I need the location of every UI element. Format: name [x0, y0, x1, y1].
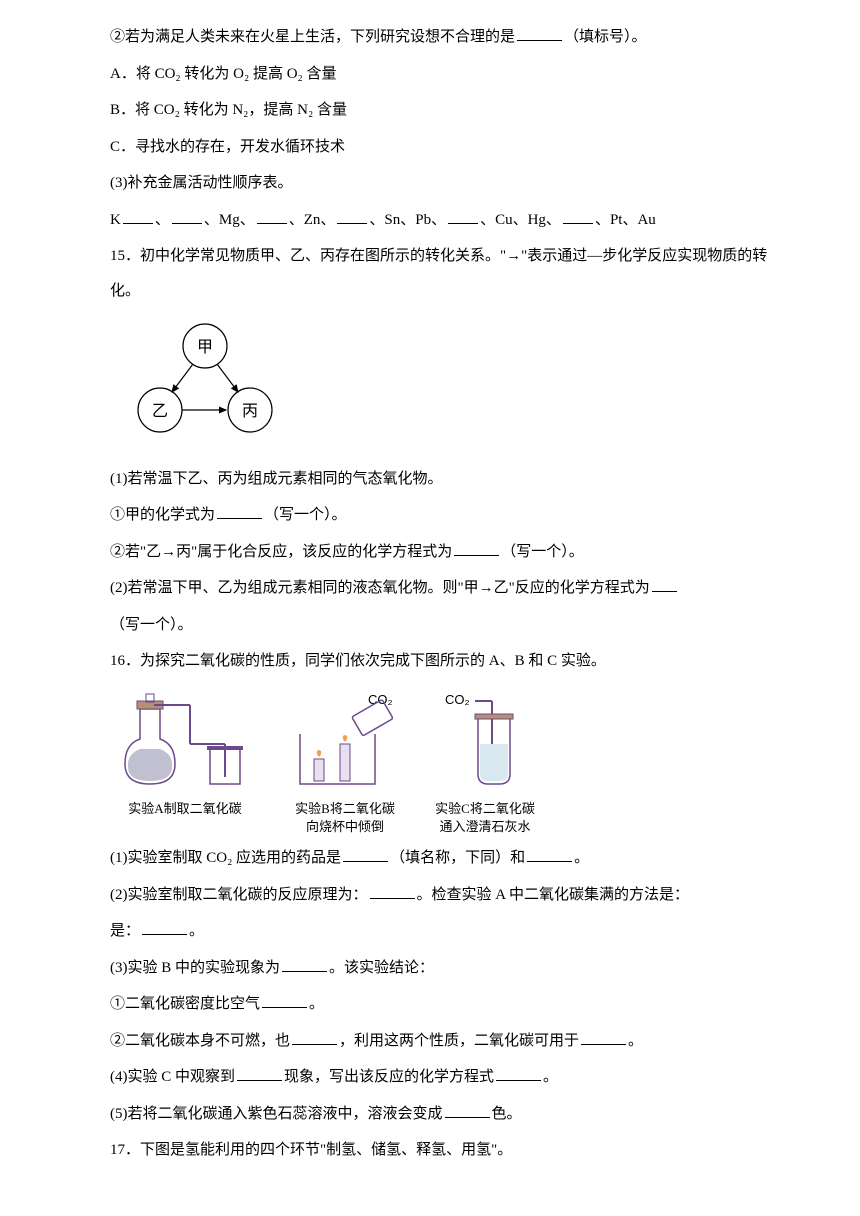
blank[interactable] [257, 209, 287, 224]
metal-k: K [110, 212, 121, 228]
text: ①二氧化碳密度比空气 [110, 996, 260, 1012]
q14-line: ②若为满足人类未来在火星上生活，下列研究设想不合理的是 （填标号）。 [110, 20, 770, 55]
text: ②若"乙→丙"属于化合反应，该反应的化学方程式为 [110, 544, 452, 560]
q15-p2: (2)若常温下甲、乙为组成元素相同的液态氧化物。则"甲→乙"反应的化学方程式为 [110, 571, 770, 606]
caption-c1: 实验C将二氧化碳 [435, 801, 535, 818]
q16-p2b: 是：。 [110, 914, 770, 949]
text: 色。 [492, 1106, 522, 1122]
blank[interactable] [282, 957, 327, 972]
q15-p2-post: （写一个）。 [110, 608, 770, 643]
q16-p5: (5)若将二氧化碳通入紫色石蕊溶液中，溶液会变成 色。 [110, 1097, 770, 1132]
text: 。 [543, 1069, 558, 1085]
blank[interactable] [123, 209, 153, 224]
text: （填标号）。 [564, 29, 647, 45]
node-yi: 乙 [152, 403, 168, 420]
blank[interactable] [527, 847, 572, 862]
q16-p3: (3)实验 B 中的实验现象为 。该实验结论： [110, 951, 770, 986]
caption-a: 实验A制取二氧化碳 [128, 801, 241, 818]
q16-p3-2: ②二氧化碳本身不可燃，也 ，利用这两个性质，二氧化碳可用于 。 [110, 1024, 770, 1059]
blank[interactable] [652, 577, 677, 592]
q16-diagrams: 实验A制取二氧化碳 CO₂ 实验B将二氧化碳 向烧杯中倾倒 CO₂ 实验C将二氧… [110, 689, 770, 837]
metal-sn: 、Sn、Pb、 [369, 212, 446, 228]
node-bing: 丙 [242, 403, 258, 420]
q17-intro: 17．下图是氢能利用的四个环节"制氢、储氢、释氢、用氢"。 [110, 1133, 770, 1168]
text: (3)实验 B 中的实验现象为 [110, 960, 280, 976]
blank[interactable] [370, 884, 415, 899]
metal-pt: 、Pt、Au [595, 212, 656, 228]
q15-intro: 15．初中化学常见物质甲、乙、丙存在图所示的转化关系。"→"表示通过—步化学反应… [110, 239, 770, 308]
text: ②若为满足人类未来在火星上生活，下列研究设想不合理的是 [110, 29, 515, 45]
text: （写一个）。 [501, 544, 584, 560]
blank[interactable] [217, 504, 262, 519]
metal-series: K、、Mg、、Zn、、Sn、Pb、、Cu、Hg、、Pt、Au [110, 203, 770, 238]
q15-p1: (1)若常温下乙、丙为组成元素相同的气态氧化物。 [110, 462, 770, 497]
q16-p3-1: ①二氧化碳密度比空气 。 [110, 987, 770, 1022]
text: ，利用这两个性质，二氧化碳可用于 [339, 1033, 579, 1049]
q15-p1-2: ②若"乙→丙"属于化合反应，该反应的化学方程式为 （写一个）。 [110, 535, 770, 570]
caption-b2: 向烧杯中倾倒 [306, 819, 384, 836]
diagram-q15: 甲 乙 丙 [130, 318, 770, 452]
blank[interactable] [454, 541, 499, 556]
blank[interactable] [172, 209, 202, 224]
blank[interactable] [563, 209, 593, 224]
exp-b: CO₂ 实验B将二氧化碳 向烧杯中倾倒 [280, 689, 410, 837]
blank[interactable] [237, 1066, 282, 1081]
blank[interactable] [262, 993, 307, 1008]
exp-c: CO₂ 实验C将二氧化碳 通入澄清石灰水 [430, 689, 540, 837]
text: 。 [189, 923, 204, 939]
text: 。该实验结论： [329, 960, 434, 976]
exp-a: 实验A制取二氧化碳 [110, 689, 260, 837]
blank[interactable] [343, 847, 388, 862]
blank[interactable] [142, 920, 187, 935]
q16-p4: (4)实验 C 中观察到 现象，写出该反应的化学方程式 。 [110, 1060, 770, 1095]
blank[interactable] [448, 209, 478, 224]
blank[interactable] [581, 1030, 626, 1045]
text: (5)若将二氧化碳通入紫色石蕊溶液中，溶液会变成 [110, 1106, 443, 1122]
text: (2)实验室制取二氧化碳的反应原理为： [110, 887, 368, 903]
text: ②二氧化碳本身不可燃，也 [110, 1033, 290, 1049]
q14-p3: (3)补充金属活动性顺序表。 [110, 166, 770, 201]
opt-b: B．将 CO₂ 转化为 N₂，提高 N₂ 含量 [110, 93, 770, 128]
text: 。 [309, 996, 324, 1012]
blank[interactable] [292, 1030, 337, 1045]
opt-a: A．将 CO₂ 转化为 O₂ 提高 O₂ 含量 [110, 57, 770, 92]
text: ①甲的化学式为 [110, 507, 215, 523]
text: 现象，写出该反应的化学方程式 [284, 1069, 494, 1085]
node-jia: 甲 [197, 339, 213, 356]
opt-c: C．寻找水的存在，开发水循环技术 [110, 130, 770, 165]
q16-p2: (2)实验室制取二氧化碳的反应原理为： 。检查实验 A 中二氧化碳集满的方法是： [110, 878, 770, 913]
text: 。 [628, 1033, 643, 1049]
q16-intro: 16．为探究二氧化碳的性质，同学们依次完成下图所示的 A、B 和 C 实验。 [110, 644, 770, 679]
caption-c2: 通入澄清石灰水 [439, 819, 530, 836]
text: (4)实验 C 中观察到 [110, 1069, 235, 1085]
caption-b1: 实验B将二氧化碳 [295, 801, 395, 818]
svg-text:CO₂: CO₂ [445, 692, 470, 707]
metal-zn: Zn、 [304, 212, 336, 228]
metal-cu: 、Cu、Hg、 [480, 212, 561, 228]
text: （写一个）。 [264, 507, 347, 523]
q16-p1: (1)实验室制取 CO₂ 应选用的药品是 （填名称，下同）和 。 [110, 841, 770, 876]
text: （填名称，下同）和 [390, 850, 525, 866]
blank[interactable] [517, 26, 562, 41]
q15-p1-1: ①甲的化学式为 （写一个）。 [110, 498, 770, 533]
text: 。 [574, 850, 589, 866]
blank[interactable] [445, 1103, 490, 1118]
metal-mg: Mg、 [219, 212, 255, 228]
text: (2)若常温下甲、乙为组成元素相同的液态氧化物。则"甲→乙"反应的化学方程式为 [110, 580, 650, 596]
text: 。检查实验 A 中二氧化碳集满的方法是： [417, 887, 690, 903]
blank[interactable] [337, 209, 367, 224]
blank[interactable] [496, 1066, 541, 1081]
text: (1)实验室制取 CO₂ 应选用的药品是 [110, 850, 341, 866]
